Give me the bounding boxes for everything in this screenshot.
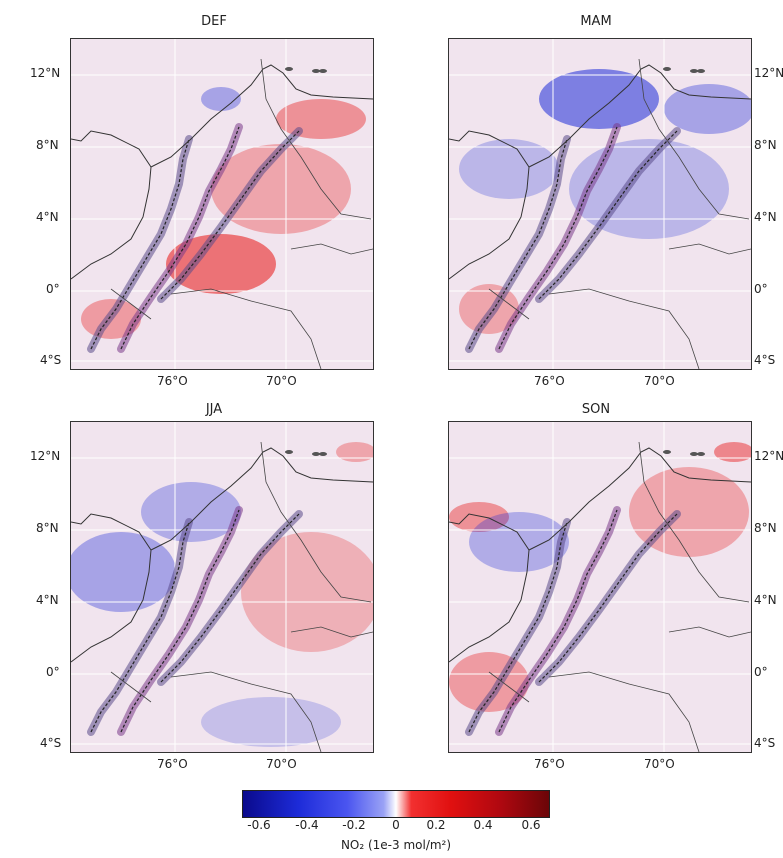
lat-label: 8°N: [754, 138, 777, 152]
mountain-range-outline: [90, 138, 190, 350]
lat-label: 4°S: [40, 353, 62, 367]
map-canvas: [71, 39, 373, 369]
country-border: [488, 441, 751, 752]
colorbar-tick: 0.4: [473, 818, 493, 832]
island: [285, 67, 293, 71]
mountain-range-outline: [160, 130, 300, 300]
panel-title: DEF: [201, 14, 227, 29]
island: [697, 452, 705, 456]
mountain-range-outline: [468, 521, 568, 733]
colorbar-tick: 0: [392, 818, 400, 832]
lon-label: 76°O: [534, 374, 565, 388]
island: [697, 69, 705, 73]
anomaly-area: [201, 87, 241, 111]
anomaly-area: [211, 144, 351, 234]
mountain-range-outline: [468, 138, 568, 350]
lon-label: 70°O: [266, 757, 297, 771]
island: [312, 452, 320, 456]
country-border: [110, 441, 373, 752]
colorbar: [242, 790, 550, 818]
colorbar-tick: -0.2: [342, 818, 366, 832]
lat-label: 12°N: [754, 449, 783, 463]
colorbar-label: NO₂ (1e-3 mol/m²): [340, 838, 452, 852]
lat-label: 4°N: [36, 593, 59, 607]
mountain-range-outline: [498, 126, 618, 350]
mountain-range-outline: [538, 130, 678, 300]
island: [663, 67, 671, 71]
anomaly-area: [569, 139, 729, 239]
mountain-range-outline: [160, 513, 300, 683]
colorbar-tick: -0.4: [295, 818, 319, 832]
lon-label: 76°O: [157, 757, 188, 771]
lon-label: 70°O: [266, 374, 297, 388]
coastline: [449, 447, 751, 663]
lat-label: 8°N: [754, 521, 777, 535]
map-canvas: [71, 422, 373, 752]
anomaly-area: [664, 84, 751, 134]
lat-label: 12°N: [754, 66, 783, 80]
lat-label: 4°S: [754, 353, 776, 367]
coastline: [71, 447, 373, 663]
anomaly-area: [241, 532, 373, 652]
panel-title: JJA: [205, 402, 223, 417]
lat-label: 4°N: [754, 593, 777, 607]
mountain-range-outline: [120, 509, 240, 733]
lat-label: 8°N: [36, 138, 59, 152]
mountain-range-outline: [90, 521, 190, 733]
anomaly-area: [714, 442, 751, 462]
lat-label: 0°: [46, 665, 60, 679]
anomaly-area: [166, 234, 276, 294]
map-son: [448, 421, 752, 753]
anomaly-area: [201, 697, 341, 747]
lon-label: 70°O: [644, 757, 675, 771]
island: [663, 450, 671, 454]
lat-label: 4°N: [36, 210, 59, 224]
lat-label: 0°: [754, 665, 768, 679]
anomaly-area: [459, 139, 559, 199]
lat-label: 0°: [754, 282, 768, 296]
colorbar-tick: 0.6: [521, 818, 541, 832]
anomaly-area: [71, 532, 176, 612]
island: [319, 452, 327, 456]
anomaly-area: [469, 512, 569, 572]
anomaly-area: [336, 442, 373, 462]
coastline: [71, 64, 373, 280]
island: [690, 69, 698, 73]
island: [312, 69, 320, 73]
map-def: [70, 38, 374, 370]
lat-label: 12°N: [30, 449, 61, 463]
map-canvas: [449, 39, 751, 369]
lat-label: 0°: [46, 282, 60, 296]
mountain-range-outline: [538, 513, 678, 683]
lon-label: 70°O: [644, 374, 675, 388]
island: [319, 69, 327, 73]
lat-label: 4°N: [754, 210, 777, 224]
island: [285, 450, 293, 454]
map-mam: [448, 38, 752, 370]
anomaly-area: [539, 69, 659, 129]
lon-label: 76°O: [534, 757, 565, 771]
lat-label: 8°N: [36, 521, 59, 535]
anomaly-area: [141, 482, 241, 542]
colorbar-tick: 0.2: [426, 818, 446, 832]
island: [690, 452, 698, 456]
colorbar-tick: -0.6: [247, 818, 271, 832]
panel-title: MAM: [580, 14, 612, 29]
country-border: [110, 58, 373, 369]
panel-title: SON: [581, 402, 611, 417]
lat-label: 12°N: [30, 66, 61, 80]
map-canvas: [449, 422, 751, 752]
mountain-range-outline: [498, 509, 618, 733]
coastline: [449, 64, 751, 280]
anomaly-area: [449, 502, 509, 532]
map-jja: [70, 421, 374, 753]
lon-label: 76°O: [157, 374, 188, 388]
mountain-range-outline: [120, 126, 240, 350]
anomaly-area: [276, 99, 366, 139]
lat-label: 4°S: [40, 736, 62, 750]
lat-label: 4°S: [754, 736, 776, 750]
country-border: [488, 58, 751, 369]
